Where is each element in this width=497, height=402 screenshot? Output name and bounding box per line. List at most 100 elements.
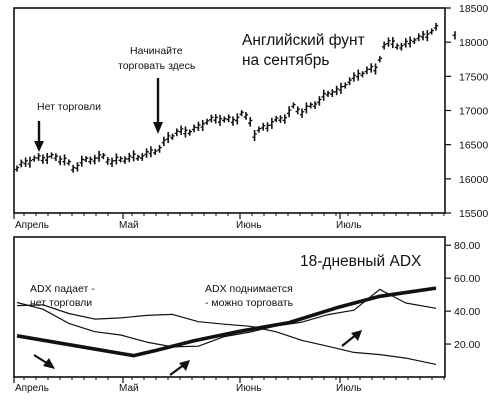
price-bar [243,111,249,120]
price-bar [196,121,201,132]
y-tick-label: 18000 [459,37,488,49]
annotation-no-trade: Нет торговли [37,101,101,113]
price-bar [209,114,214,123]
arrow-adx-falling [33,354,55,369]
price-bar [399,42,404,51]
price-bar [62,154,67,166]
price-bar [452,31,456,40]
price-bar [222,116,227,123]
price-bar [148,146,154,158]
annotation-start-trading-line-2: торговать здесь [118,60,196,72]
price-bar [317,96,322,106]
arrow-adx-rising-2 [341,330,362,347]
price-bar [49,152,54,159]
y-tick-label: 60.00 [454,273,480,285]
price-bar [83,156,89,163]
price-bar [360,71,365,78]
price-bar [66,159,72,166]
price-bar [390,37,396,49]
price-bars [14,22,456,173]
price-bar [32,155,37,162]
price-bar [295,106,300,115]
price-bar [114,153,119,165]
adx-lines [16,286,437,365]
price-bar [334,85,339,96]
price-bar [351,72,357,82]
price-bar [282,114,288,124]
price-y-axis: 15500 16000 16500 17000 17500 18000 18500 [445,3,488,220]
price-bar [412,37,417,44]
price-bar [394,43,400,50]
x-tick-label: Апрель [15,383,49,394]
price-bar [187,129,192,136]
price-bar [19,159,24,168]
price-bar [291,102,296,109]
price-bar [53,153,59,162]
x-tick-label: Июнь [236,383,261,394]
price-bar [226,114,231,123]
price-bar [105,157,110,165]
price-bar [204,118,210,125]
price-bar [101,152,106,160]
x-tick-label: Май [119,383,139,394]
price-bar [278,115,283,123]
price-bar [70,164,76,173]
y-tick-label: 40.00 [454,306,480,318]
price-bar [235,113,240,125]
x-tick-label: Апрель [15,220,49,231]
price-bar [273,115,279,123]
x-tick-label: Июль [336,220,362,231]
price-bar [75,162,80,172]
price-bar [165,131,171,144]
y-tick-label: 16500 [459,140,488,152]
di-line [16,304,437,365]
price-bar [230,116,236,126]
price-bar [174,128,180,137]
price-bar [338,82,344,94]
price-bar [248,117,253,127]
price-bar [261,122,266,131]
price-bar [420,30,426,41]
price-bar [213,114,218,124]
adx-y-axis: 20.00 40.00 60.00 80.00 [445,240,480,351]
price-bar [45,152,50,165]
adx-line [16,286,437,358]
x-tick-label: Май [119,220,139,231]
price-bar [265,122,270,132]
di-line [16,288,437,348]
price-bar [377,56,383,63]
price-bar [144,148,149,158]
price-bar [330,89,335,97]
price-bar [269,117,275,129]
price-bar [153,148,158,155]
x-tick-label: Июнь [236,220,261,231]
annotation-adx-falling-line-2: нет торговли [30,297,92,309]
price-bar [343,82,348,89]
price-bar [373,63,378,75]
price-bar [36,153,41,161]
price-bar [217,114,223,126]
price-bar [109,157,115,167]
price-bar [347,77,352,86]
price-bar [433,22,439,31]
price-bar [403,38,408,48]
price-bar [96,150,102,162]
price-bar [127,152,132,163]
price-bar [381,41,387,50]
price-bar [325,90,331,97]
price-bar [23,157,28,167]
adx-chart-frame [13,236,446,378]
price-x-axis: Апрель Май Июнь Июль [13,213,445,231]
price-bar [170,133,175,140]
price-bar [308,102,313,109]
price-bar [416,33,421,42]
price-bar [312,101,318,110]
y-tick-label: 15500 [459,208,488,220]
price-bar [252,130,257,142]
price-bar [122,156,128,164]
x-tick-label: Июль [336,383,362,394]
price-bar [161,136,167,147]
price-bar [356,69,361,81]
price-bar [183,126,188,138]
